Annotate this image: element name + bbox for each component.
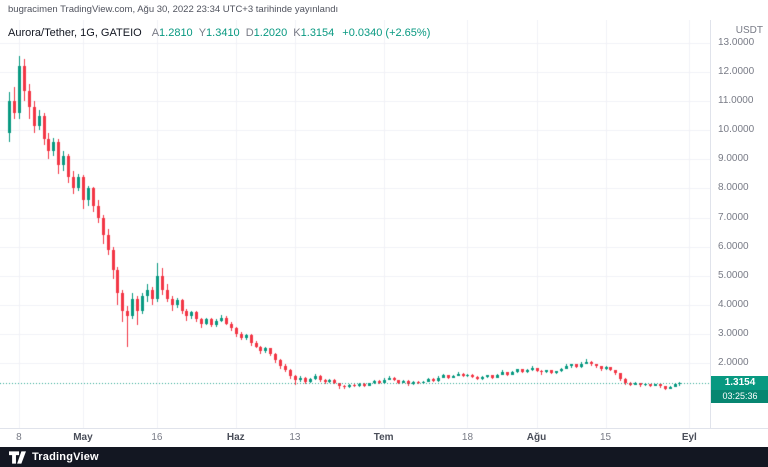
footer-bar: TradingView xyxy=(0,447,768,467)
price-tick-label: 12.0000 xyxy=(718,66,755,78)
countdown-timer: 03:25:36 xyxy=(711,389,768,403)
time-tick-label: 13 xyxy=(289,432,301,443)
tradingview-logo-icon[interactable] xyxy=(9,450,26,464)
price-chart-canvas[interactable] xyxy=(0,20,710,428)
price-tick-label: 10.0000 xyxy=(718,124,755,136)
price-change: +0.0340 (+2.65%) xyxy=(342,27,431,39)
ohlc-low: D1.2020 xyxy=(245,27,288,39)
time-tick-label: Haz xyxy=(226,432,245,443)
ohlc-open: A1.2810 xyxy=(151,27,193,39)
current-price-value: 1.3154 xyxy=(724,376,756,388)
time-tick-label: 16 xyxy=(151,432,163,443)
brand-wordmark[interactable]: TradingView xyxy=(32,451,99,463)
time-tick-label: 18 xyxy=(461,432,474,443)
time-tick-label: Eyl xyxy=(681,432,697,443)
price-tick-label: 7.0000 xyxy=(718,211,749,223)
currency-label: USDT xyxy=(735,25,763,36)
time-tick-label: 8 xyxy=(16,432,22,443)
time-tick-label: Ağu xyxy=(526,432,547,443)
symbol-title[interactable]: Aurora/Tether, 1G, GATEIO xyxy=(8,27,142,39)
chart-legend: Aurora/Tether, 1G, GATEIO A1.2810 Y1.3410 D… xyxy=(8,27,430,39)
price-tick-label: 3.0000 xyxy=(718,327,749,339)
current-price-badge: 1.3154 03:25:36 xyxy=(711,375,768,403)
price-tick-label: 2.0000 xyxy=(718,356,749,368)
time-axis[interactable]: 8 May 16 Haz 13 Tem 18 Ağu 15 Eyl xyxy=(0,428,768,448)
price-tick-label: 11.0000 xyxy=(718,95,754,107)
price-tick-label: 5.0000 xyxy=(718,269,749,281)
price-tick-label: 9.0000 xyxy=(718,153,749,165)
price-tick-label: 13.0000 xyxy=(718,37,755,48)
ohlc-close: K1.3154 xyxy=(293,27,335,39)
price-tick-label: 8.0000 xyxy=(718,182,749,194)
price-tick-label: 4.0000 xyxy=(718,298,749,310)
time-tick-label: Tem xyxy=(373,432,394,443)
price-tick-label: 6.0000 xyxy=(718,240,749,252)
chart-area[interactable] xyxy=(0,20,710,428)
time-tick-label: 15 xyxy=(599,432,612,443)
price-axis[interactable]: USDT 13.0000 12.0000 11.0000 10.0000 9.0000 8… xyxy=(710,20,768,428)
ohlc-high: Y1.3410 xyxy=(198,27,240,39)
time-tick-label: May xyxy=(73,432,93,443)
publish-info: bugracimen TradingView.com, Ağu 30, 2022… xyxy=(8,4,339,15)
